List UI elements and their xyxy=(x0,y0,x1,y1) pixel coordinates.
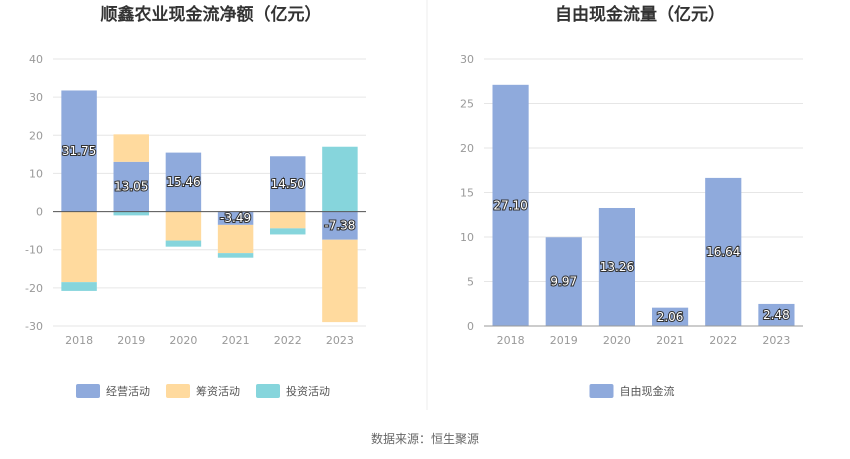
y-tick-label: -20 xyxy=(25,282,43,295)
x-tick-label: 2019 xyxy=(117,334,145,347)
x-tick-label: 2022 xyxy=(709,334,737,347)
bar-筹资活动-2020 xyxy=(165,211,202,241)
y-tick-label: 40 xyxy=(29,53,43,66)
bar-投资活动-2020 xyxy=(165,240,202,247)
x-tick-label: 2021 xyxy=(656,334,684,347)
legend-swatch xyxy=(166,384,190,398)
right-chart-free-cash-flow: 自由现金流量（亿元） 30 25 20 15 10 5 0 27.10 9.97 13.26 2.06… xyxy=(460,4,803,398)
legend-swatch xyxy=(256,384,280,398)
data-label: 31.75 xyxy=(62,144,96,158)
bar-投资活动-2019 xyxy=(113,211,149,216)
data-label: 16.64 xyxy=(706,245,740,259)
data-label: 27.10 xyxy=(493,198,527,212)
chart-title: 自由现金流量（亿元） xyxy=(555,4,725,25)
legend-item-自由现金流[interactable]: 自由现金流 xyxy=(589,384,675,398)
x-tick-label: 2023 xyxy=(326,334,354,347)
data-label: 2.06 xyxy=(657,310,684,324)
y-tick-label: 30 xyxy=(460,53,474,66)
legend-label: 筹资活动 xyxy=(196,384,240,398)
legend-item-筹资活动[interactable]: 筹资活动 xyxy=(166,384,240,398)
bar-自由现金流-2019 xyxy=(545,237,582,326)
y-tick-label: 10 xyxy=(460,231,474,244)
x-tick-label: 2021 xyxy=(222,334,250,347)
bar-经营活动-2023 xyxy=(322,211,358,240)
data-label: 14.50 xyxy=(271,177,305,191)
bar-自由现金流-2022 xyxy=(705,177,742,326)
x-tick-label: 2020 xyxy=(603,334,631,347)
bar-经营活动-2020 xyxy=(165,152,202,212)
y-tick-label: 15 xyxy=(460,187,474,200)
y-tick-label: 0 xyxy=(467,320,474,333)
x-tick-label: 2018 xyxy=(65,334,93,347)
bar-投资活动-2022 xyxy=(270,228,306,235)
legend-label: 经营活动 xyxy=(106,384,150,398)
data-label: 9.97 xyxy=(550,275,577,289)
bar-筹资活动-2022 xyxy=(270,211,306,229)
data-label: 13.05 xyxy=(114,180,148,194)
left-chart-cash-flow: 顺鑫农业现金流净额（亿元） 40 30 20 10 0 -10 -20 -30 31.75 13.0… xyxy=(25,4,366,398)
source-text: 数据来源：恒生聚源 xyxy=(371,431,479,446)
data-label: 13.26 xyxy=(600,260,634,274)
legend-swatch xyxy=(589,384,614,398)
x-tick-label: 2019 xyxy=(550,334,578,347)
data-label: 2.48 xyxy=(763,308,790,322)
y-tick-label: 30 xyxy=(29,91,43,104)
y-tick-label: 0 xyxy=(36,206,43,219)
bar-自由现金流-2023 xyxy=(758,303,795,326)
y-tick-label: 25 xyxy=(460,98,474,111)
x-tick-label: 2018 xyxy=(497,334,525,347)
y-tick-label: 10 xyxy=(29,167,43,180)
y-tick-label: 20 xyxy=(29,129,43,142)
bar-筹资活动-2023 xyxy=(322,239,358,323)
bar-筹资活动-2018 xyxy=(61,211,97,283)
bar-自由现金流-2018 xyxy=(492,84,529,326)
chart-title: 顺鑫农业现金流净额（亿元） xyxy=(101,4,322,25)
legend-item-投资活动[interactable]: 投资活动 xyxy=(256,384,330,398)
data-label: -3.49 xyxy=(220,211,251,225)
y-tick-label: -10 xyxy=(25,244,43,257)
x-tick-label: 2022 xyxy=(274,334,302,347)
y-tick-label: 5 xyxy=(467,276,474,289)
bar-经营活动-2019 xyxy=(113,161,149,212)
bar-自由现金流-2021 xyxy=(652,307,689,326)
bar-经营活动-2018 xyxy=(61,90,97,212)
legend-label: 投资活动 xyxy=(286,384,330,398)
legend-label: 自由现金流 xyxy=(620,384,675,398)
bar-自由现金流-2020 xyxy=(598,207,635,326)
bar-经营活动-2021 xyxy=(217,211,254,225)
x-tick-label: 2023 xyxy=(762,334,790,347)
bar-经营活动-2022 xyxy=(270,156,306,212)
y-tick-label: 20 xyxy=(460,142,474,155)
bar-投资活动-2018 xyxy=(61,282,97,291)
x-tick-label: 2020 xyxy=(169,334,197,347)
bar-投资活动-2023 xyxy=(322,146,358,212)
legend-item-经营活动[interactable]: 经营活动 xyxy=(76,384,150,398)
bar-投资活动-2021 xyxy=(217,253,254,258)
data-label: 15.46 xyxy=(166,175,200,189)
data-label: -7.38 xyxy=(324,219,355,233)
bar-筹资活动-2021 xyxy=(217,224,254,254)
legend-swatch xyxy=(76,384,100,398)
y-tick-label: -30 xyxy=(25,320,43,333)
bar-筹资活动-2019 xyxy=(113,134,149,162)
